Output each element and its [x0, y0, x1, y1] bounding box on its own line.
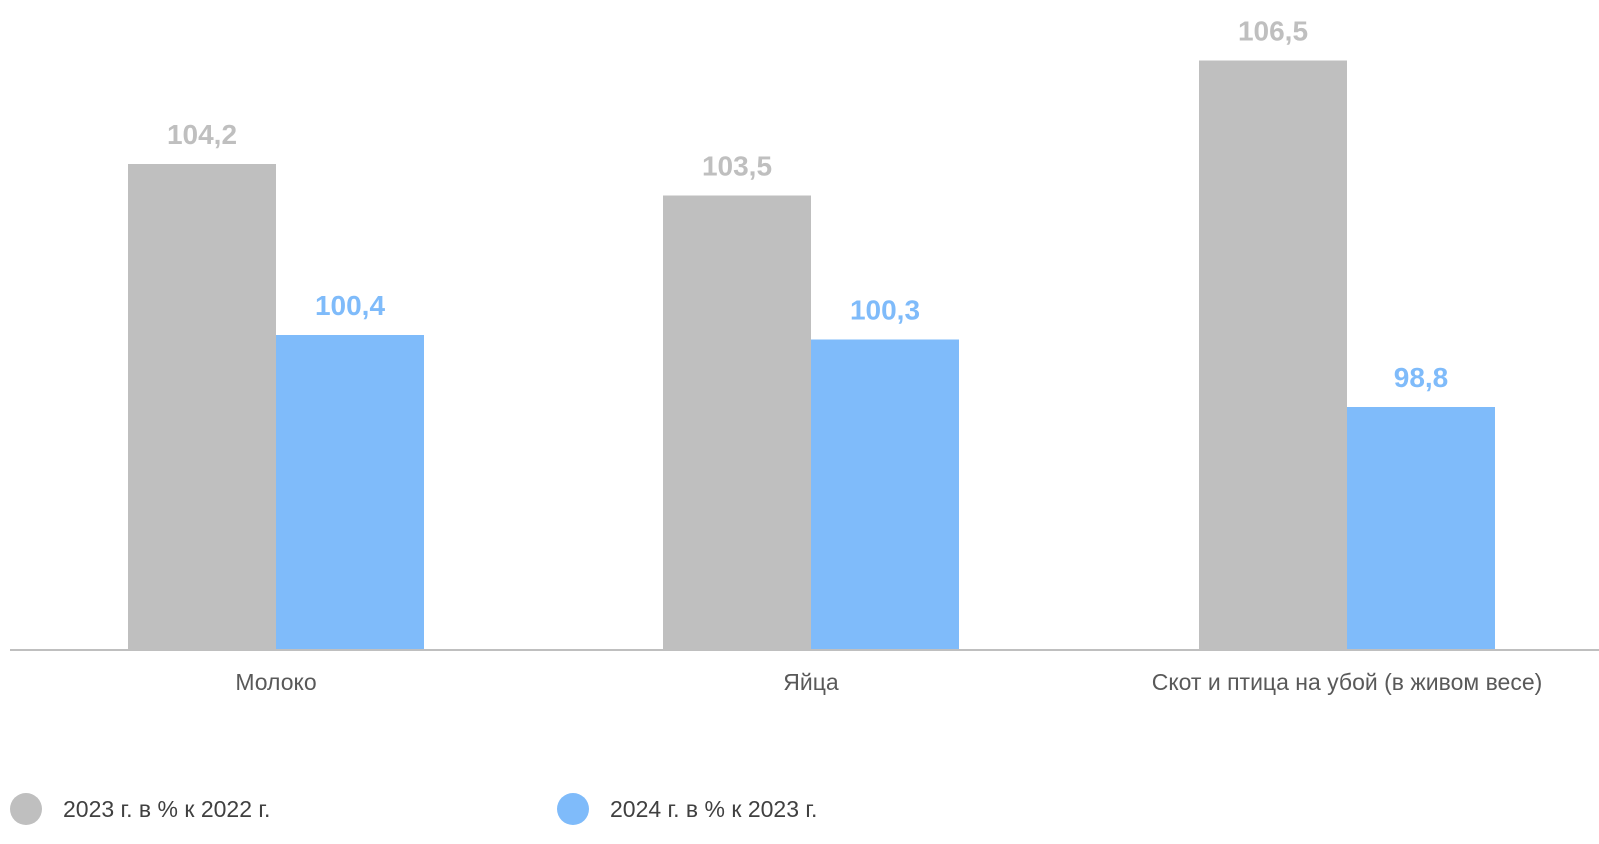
legend-swatch-2024	[557, 793, 589, 825]
legend-item-2023: 2023 г. в % к 2022 г.	[10, 793, 270, 825]
bars-layer	[128, 60, 1495, 650]
data-label-series1-3: 106,5	[1238, 16, 1308, 47]
legend-label-2023: 2023 г. в % к 2022 г.	[63, 795, 271, 822]
legend-item-2024: 2024 г. в % к 2023 г.	[557, 793, 817, 825]
bar-chart: 104,2 100,4 Молоко 103,5 100,3 Яйца 106,5 98,8 С…	[10, 16, 1599, 696]
data-label-series1-2: 103,5	[702, 151, 772, 182]
legend-swatch-2023	[10, 793, 42, 825]
bar-series1-2	[663, 195, 811, 650]
labels-layer: 104,2 100,4 Молоко 103,5 100,3 Яйца 106,5 98,8 С…	[167, 16, 1542, 696]
data-label-series2-2: 100,3	[850, 295, 920, 326]
legend-label-2024: 2024 г. в % к 2023 г.	[610, 795, 818, 822]
data-label-series1-1: 104,2	[167, 119, 237, 150]
bar-series1-3	[1199, 60, 1347, 650]
bar-series2-1	[276, 335, 424, 650]
category-label-3: Скот и птица на убой (в живом весе)	[1152, 669, 1543, 695]
bar-series1-1	[128, 164, 276, 650]
bar-series2-2	[811, 339, 959, 650]
category-label-1: Молоко	[235, 669, 316, 695]
data-label-series2-1: 100,4	[315, 290, 385, 321]
data-label-series2-3: 98,8	[1394, 362, 1449, 393]
category-label-2: Яйца	[783, 669, 839, 695]
bar-series2-3	[1347, 407, 1495, 650]
